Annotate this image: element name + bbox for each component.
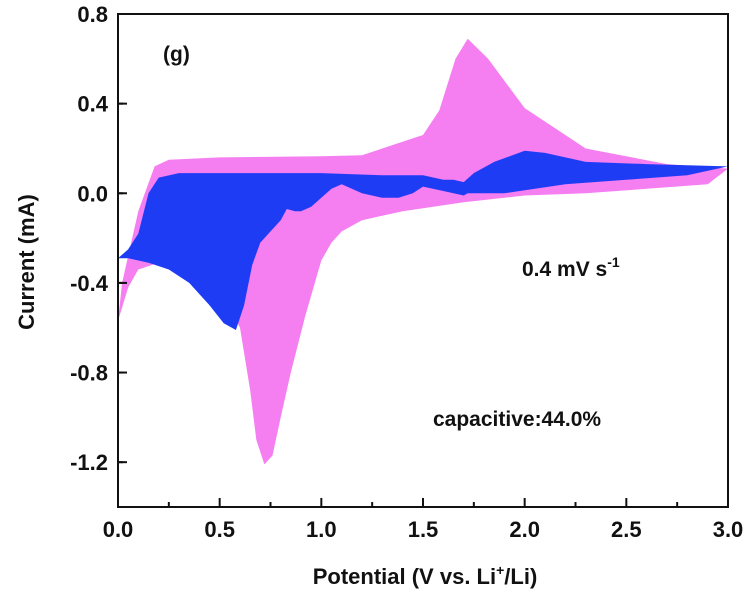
x-axis-title-sup: +	[496, 562, 504, 578]
x-tick-label: 3.0	[713, 517, 744, 542]
x-tick-label: 0.5	[204, 517, 235, 542]
scan-rate-sup: -1	[607, 254, 620, 270]
y-tick-label: -0.4	[70, 271, 109, 296]
y-tick-label: -0.8	[70, 361, 108, 386]
x-tick-label: 2.0	[509, 517, 540, 542]
series-layer	[118, 38, 728, 465]
panel-label: (g)	[163, 43, 190, 66]
y-tick-label: -1.2	[70, 450, 108, 475]
x-tick-label: 0.0	[103, 517, 134, 542]
y-tick-label: 0.0	[77, 181, 108, 206]
x-tick-label: 1.0	[306, 517, 337, 542]
x-axis-title-pre: Potential (V vs. Li	[313, 564, 496, 589]
x-tick-label: 2.5	[611, 517, 642, 542]
capacitive-current-area	[118, 150, 728, 330]
scan-rate-annotation: 0.4 mV s-1	[522, 254, 620, 281]
x-axis-title: Potential (V vs. Li+/Li)	[313, 562, 538, 589]
y-tick-label: 0.4	[77, 92, 108, 117]
x-tick-label: 1.5	[408, 517, 439, 542]
scan-rate-text: 0.4 mV s	[522, 258, 607, 281]
total-current-area	[118, 38, 728, 465]
y-tick-label: 0.8	[77, 2, 108, 27]
tick-layer: 0.0 0.5 1.0 1.5 2.0 2.5 3.0 0.8 0.4 0.0 -0.4 -0.8 -1…	[70, 2, 743, 542]
x-axis-title-post: /Li)	[504, 564, 537, 589]
capacitive-annotation: capacitive:44.0%	[433, 408, 601, 431]
y-axis-title: Current (mA)	[14, 194, 39, 330]
